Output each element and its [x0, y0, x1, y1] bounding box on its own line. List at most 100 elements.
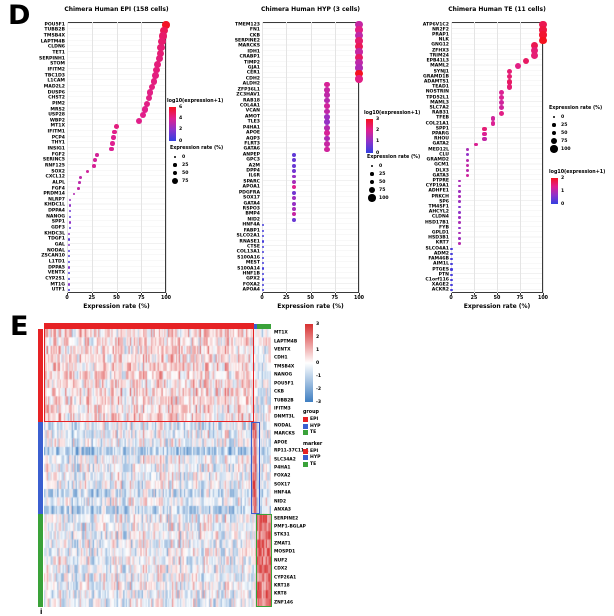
expression-dot: [68, 221, 72, 224]
expression-dot: [323, 114, 330, 120]
gene-label: GATA6: [243, 146, 261, 152]
x-tick-label: 25: [282, 296, 290, 301]
expression-dot: [450, 268, 453, 271]
gene-label: SLCO4A1: [425, 246, 449, 252]
gene-label: APOE: [246, 130, 260, 136]
expression-dot: [92, 158, 97, 163]
size-legend-tick: 50: [379, 179, 386, 185]
epi-color-swatch: [303, 417, 308, 422]
expression-dot: [450, 278, 453, 282]
expression-dot: [261, 234, 265, 238]
gene-label: GNG12: [431, 42, 449, 48]
gene-label: CKB: [249, 33, 260, 39]
size-legend-dot: [551, 130, 557, 136]
size-legend-title: Expression rate (%): [549, 106, 603, 111]
size-legend-dot: [370, 164, 374, 168]
x-axis-tick: [520, 293, 521, 295]
heatmap-row-label: LAPTM4B: [274, 339, 298, 345]
legend-entry-label: HYP: [310, 455, 321, 460]
size-legend-dot: [171, 177, 178, 184]
expression-dot: [151, 72, 159, 80]
gene-label: HSD17B1: [424, 220, 449, 226]
expression-dot: [466, 163, 470, 167]
row-group-bar-hyp: [38, 421, 43, 515]
heatmap-row-label: RP11-37C11.1: [274, 448, 309, 454]
x-tick-label: 75: [516, 296, 524, 301]
expression-dot: [323, 103, 330, 109]
expression-dot: [466, 158, 470, 162]
gene-label: ALDH2: [242, 81, 260, 87]
gene-label: TRIM24: [429, 53, 449, 59]
gene-label: FAM46B: [428, 256, 449, 262]
expression-dot: [292, 169, 297, 173]
gene-label: PCP4: [51, 135, 65, 141]
gene-label: AMOT: [244, 114, 260, 120]
plot-area: [451, 22, 543, 293]
x-axis-tick: [497, 293, 498, 295]
expression-dot: [261, 262, 265, 265]
gene-label: A2M: [248, 163, 260, 169]
expression-dot: [498, 105, 504, 111]
gene-label: NODAL: [46, 248, 65, 254]
x-axis-label: Expression rate (%): [83, 303, 150, 310]
gene-label: MARCKS: [238, 43, 260, 49]
expression-dot: [498, 110, 504, 116]
expression-dot: [458, 236, 461, 240]
expression-dot: [292, 158, 297, 163]
te-color-swatch: [303, 430, 308, 435]
gene-label: DPPA4: [48, 208, 65, 214]
gene-label: S100A16: [237, 255, 260, 261]
size-legend-tick: 75: [182, 178, 189, 184]
heatmap-row-label: STK31: [274, 532, 290, 538]
color-legend-tick: 0: [376, 150, 380, 156]
gene-label: ATP6V1C2: [422, 22, 449, 28]
legend-entry-label: HYP: [310, 423, 321, 429]
expression-dot: [450, 284, 453, 287]
size-legend-tick: 50: [561, 130, 568, 136]
gene-label: MT1G: [50, 282, 65, 288]
gene-label: NOSTRIN: [425, 89, 449, 95]
size-legend-tick: 0: [182, 154, 186, 160]
column-group-bar-epi: [44, 323, 253, 329]
vertical-gridline: [334, 22, 336, 293]
heatmap-row-label: SERPINE2: [274, 516, 299, 522]
expression-dot: [292, 207, 297, 211]
x-axis-tick: [262, 293, 263, 295]
expression-dot: [79, 175, 83, 179]
heatmap-row-label: NANOG: [274, 372, 293, 378]
color-legend-tick: 4: [179, 115, 183, 121]
expression-dot: [292, 196, 297, 201]
color-legend-tick: 6: [179, 104, 183, 110]
gene-label: RNASE1: [239, 239, 260, 244]
size-legend-tick: 75: [561, 138, 568, 144]
expression-dot: [323, 97, 330, 104]
x-tick-label: 75: [331, 296, 339, 301]
gene-label: USP28: [48, 112, 65, 118]
expression-dot: [458, 200, 461, 204]
expression-dot: [323, 108, 330, 115]
gene-label: SERPINH1: [39, 56, 65, 62]
column-group-bar-hyp: [252, 323, 257, 329]
expression-dot: [143, 100, 151, 108]
colorbar-tick: 1: [316, 347, 320, 353]
hyp-color-swatch: [303, 423, 308, 429]
expression-dot: [355, 31, 363, 40]
gene-label: GJA1: [247, 65, 260, 71]
x-tick-label: 25: [88, 296, 96, 301]
expression-dot: [136, 117, 143, 124]
gene-label: TDGF1: [47, 236, 65, 242]
gene-label: FYB: [439, 225, 449, 231]
gene-label: TFEB: [436, 115, 449, 121]
size-legend-tick: 0: [379, 163, 383, 169]
panel-d-dotplots: Chimera Human EPI (158 cells) 0 25 50 75 100 E…: [39, 6, 605, 310]
expression-dot: [531, 47, 539, 55]
size-legend-dot: [173, 163, 177, 167]
gene-label: MEST: [245, 260, 260, 266]
gene-label: GRAMD1B: [423, 74, 449, 80]
heatmap-row-label: NID2: [274, 499, 287, 505]
gene-label: RAB31: [432, 110, 449, 116]
heatmap-row-label: NODAL: [274, 423, 292, 429]
expression-dot: [292, 190, 297, 195]
gene-label: NLK: [438, 37, 449, 43]
size-legend-tick: 25: [182, 162, 189, 168]
